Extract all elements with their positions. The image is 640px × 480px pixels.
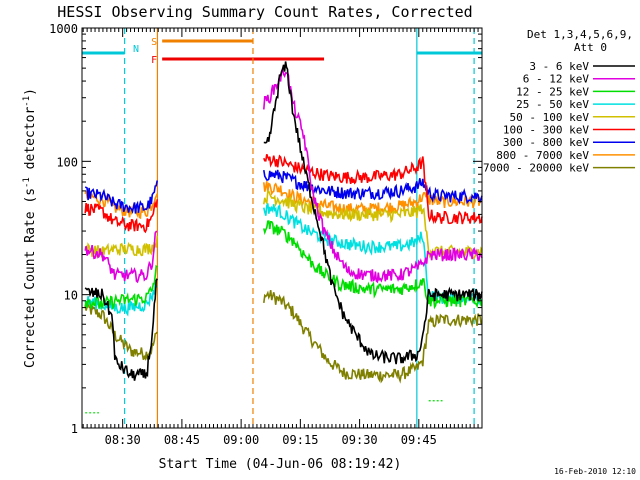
series-line-0: [84, 61, 483, 381]
x-tick-label: 08:30: [105, 433, 141, 447]
y-tick-label: 100: [56, 155, 78, 169]
x-axis-label: Start Time (04-Jun-06 08:19:42): [159, 457, 402, 472]
plot-area: SF N 1 10 100 1000 08:30 08:45 09:00 09:15 09:30 09…: [49, 22, 483, 447]
x-tick-label: 09:00: [223, 433, 259, 447]
legend-label: 25 - 50 keV: [516, 98, 589, 111]
x-tick-label: 09:15: [282, 433, 318, 447]
y-tick-label: 1: [71, 422, 78, 436]
legend-label: 800 - 7000 keV: [496, 149, 589, 162]
legend-label: 6 - 12 keV: [523, 73, 590, 86]
legend-label: 300 - 800 keV: [503, 136, 589, 149]
y-tick-label: 1000: [49, 22, 78, 36]
legend-label: 3 - 6 keV: [529, 60, 589, 73]
series-line-4: [84, 189, 483, 260]
series-line-2: [84, 220, 483, 311]
y-tick-label: 10: [64, 289, 78, 303]
legend-header-2: Att 0: [574, 41, 607, 54]
x-tick-label: 08:45: [164, 433, 200, 447]
flag-label-F: F: [151, 55, 157, 66]
legend-label: 7000 - 20000 keV: [483, 162, 589, 175]
series-line-1: [84, 66, 483, 284]
flag-label-S: S: [151, 37, 157, 48]
x-tick-label: 09:45: [401, 433, 437, 447]
series-line-5: [84, 153, 483, 234]
plot-frame: [81, 27, 483, 429]
legend-header-1: Det 1,3,4,5,6,9,: [527, 28, 633, 41]
y-axis-label: Corrected Count Rate (s-1 detector-1): [22, 88, 38, 368]
legend-label: 50 - 100 keV: [510, 111, 590, 124]
x-tick-label: 09:30: [342, 433, 378, 447]
series-line-6: [84, 169, 483, 214]
legend-label: 12 - 25 keV: [516, 85, 589, 98]
timestamp: 16-Feb-2010 12:10: [554, 467, 636, 476]
chart-title: HESSI Observing Summary Count Rates, Cor…: [57, 3, 472, 21]
flag-label-N: N: [133, 44, 139, 55]
series-line-8: [84, 290, 483, 384]
legend-label: 100 - 300 keV: [503, 124, 589, 137]
